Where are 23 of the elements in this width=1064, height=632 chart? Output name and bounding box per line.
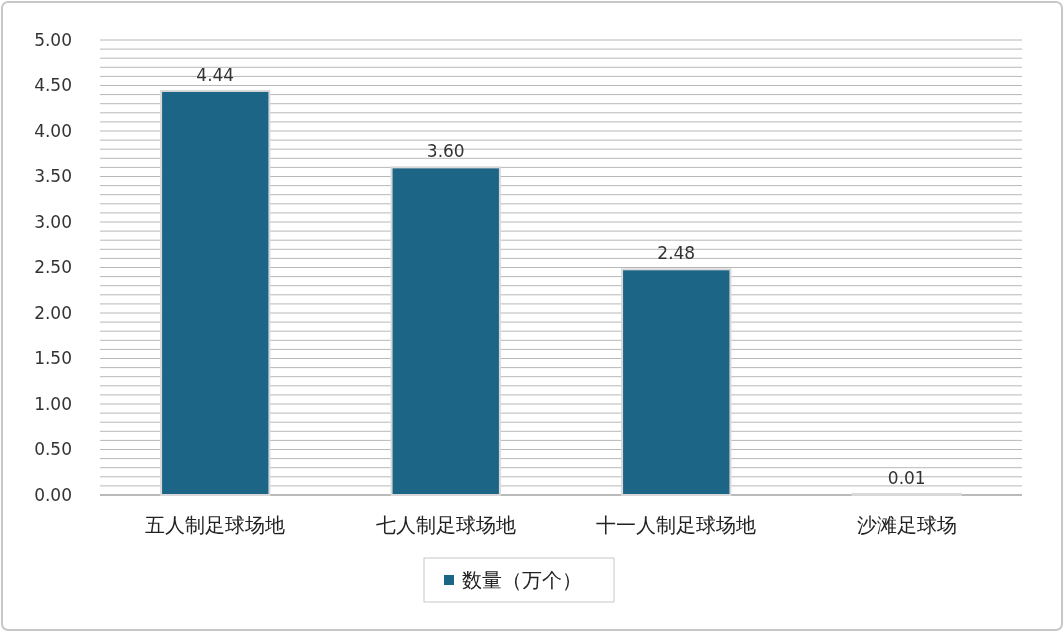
y-tick-label: 4.00 — [34, 120, 72, 141]
y-tick-label: 1.00 — [34, 393, 72, 414]
x-tick-label: 沙滩足球场 — [856, 513, 957, 537]
bar — [160, 89, 271, 496]
x-tick-label: 五人制足球场地 — [145, 513, 286, 537]
y-tick-label: 3.00 — [34, 211, 72, 232]
x-tick-label: 七人制足球场地 — [375, 513, 516, 537]
x-tick-label: 十一人制足球场地 — [596, 513, 757, 537]
y-tick-label: 0.00 — [34, 484, 72, 505]
y-tick-label: 2.00 — [34, 302, 72, 323]
legend-label: 数量（万个） — [462, 568, 582, 592]
bar — [621, 268, 732, 496]
y-tick-label: 5.00 — [34, 29, 72, 50]
data-label: 0.01 — [887, 468, 926, 489]
data-label: 3.60 — [426, 141, 465, 162]
y-tick-label: 4.50 — [34, 75, 72, 96]
bar — [390, 166, 501, 496]
y-tick-label: 2.50 — [34, 257, 72, 278]
y-tick-label: 3.50 — [34, 166, 72, 187]
y-tick-label: 0.50 — [34, 439, 72, 460]
data-label: 4.44 — [196, 64, 235, 85]
data-label: 2.48 — [657, 243, 696, 264]
y-tick-label: 1.50 — [34, 348, 72, 369]
